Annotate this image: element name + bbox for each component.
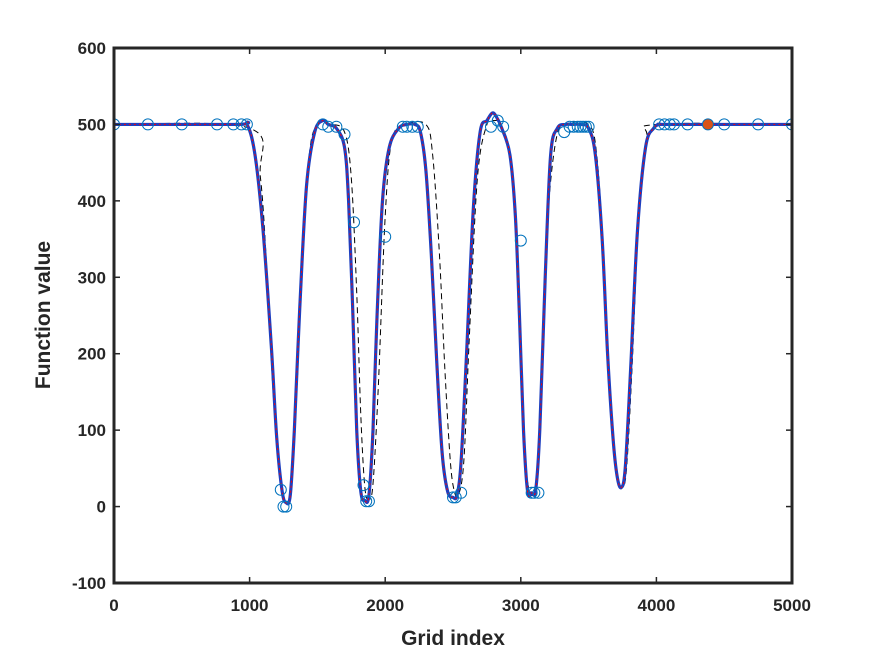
sample-point — [752, 118, 765, 131]
sample-point — [579, 120, 592, 133]
x-axis-label: Grid index — [401, 627, 505, 650]
sample-point — [240, 118, 253, 131]
y-tick-label: 400 — [78, 192, 106, 211]
y-tick-label: 100 — [78, 421, 106, 440]
sample-point — [411, 120, 424, 133]
plot-frame — [112, 46, 794, 585]
x-tick-label: 0 — [109, 596, 118, 615]
sample-point — [574, 120, 587, 133]
sample-point — [316, 118, 329, 131]
x-tick-label: 1000 — [231, 596, 269, 615]
x-tick-label: 2000 — [366, 596, 404, 615]
sample-point — [357, 479, 370, 492]
y-tick-label: 600 — [78, 39, 106, 58]
fit-line-thin — [114, 112, 792, 505]
sample-point — [141, 118, 154, 131]
highlight-point — [701, 118, 714, 131]
sample-point — [718, 118, 731, 131]
x-tick-label: 4000 — [637, 596, 675, 615]
sample-point — [406, 120, 419, 133]
sample-point — [227, 118, 240, 131]
sample-point — [455, 486, 468, 499]
y-tick-label: 500 — [78, 115, 106, 134]
y-tick-label: 0 — [97, 498, 106, 517]
sample-point — [175, 118, 188, 131]
sample-point — [280, 500, 293, 513]
sample-point — [658, 118, 671, 131]
sample-point — [525, 486, 538, 499]
sample-point — [484, 120, 497, 133]
x-tick-label: 5000 — [773, 596, 811, 615]
sample-point — [532, 486, 545, 499]
plot-background — [114, 48, 792, 583]
sample-point — [396, 120, 409, 133]
sample-point — [681, 118, 694, 131]
sample-point — [211, 118, 224, 131]
sample-point — [235, 118, 248, 131]
sample-point — [582, 120, 595, 133]
y-axis-label: Function value — [32, 241, 55, 389]
sample-point — [330, 120, 343, 133]
sample-point — [567, 120, 580, 133]
sample-point — [362, 495, 375, 508]
sample-point — [514, 234, 527, 247]
sample-point — [360, 495, 373, 508]
sample-point — [668, 118, 681, 131]
y-tick-label: 300 — [78, 268, 106, 287]
sample-point — [274, 483, 287, 496]
sample-point — [348, 216, 361, 229]
y-tick-label: -100 — [72, 574, 106, 593]
y-tick-label: 200 — [78, 345, 106, 364]
x-tick-label: 3000 — [502, 596, 540, 615]
sample-point — [277, 500, 290, 513]
sample-point — [322, 120, 335, 133]
sample-point — [663, 118, 676, 131]
sample-point — [497, 120, 510, 133]
sample-point — [338, 128, 351, 141]
axis-ticks: 0 1000 2000 3000 4000 5000-100010020030040050… — [72, 39, 811, 615]
sample-point — [577, 120, 590, 133]
sample-point — [379, 230, 392, 243]
sample-point — [528, 486, 541, 499]
